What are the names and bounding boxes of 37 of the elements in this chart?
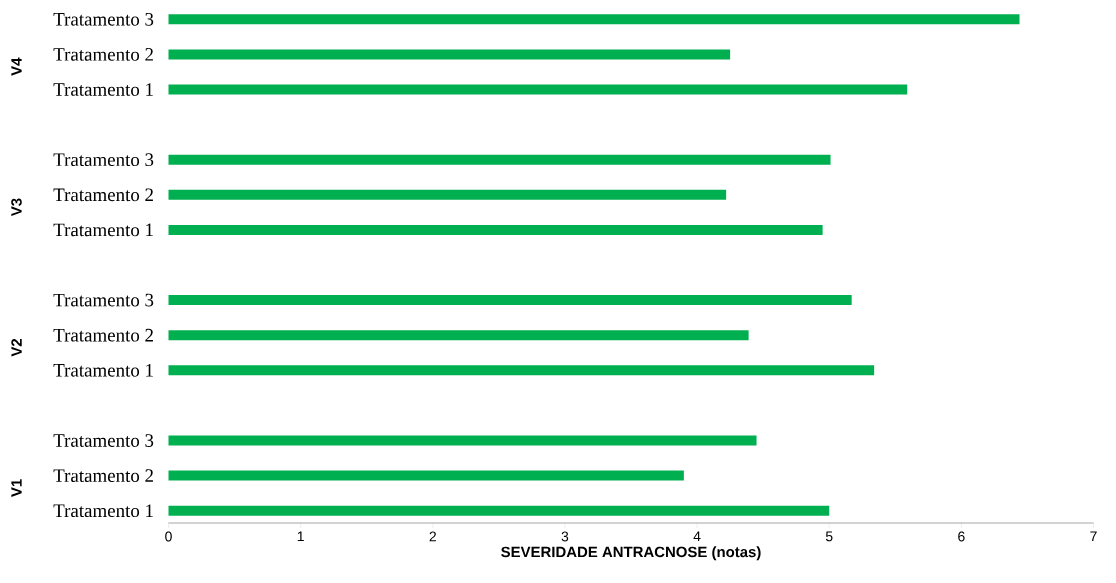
text: V4 — [11, 57, 22, 76]
y-tick-label: Tratamento 2 — [53, 188, 153, 202]
y-tick-label: Tratamento 3 — [53, 12, 154, 26]
bar — [168, 295, 852, 306]
bar — [168, 330, 749, 341]
y-tick-label: Tratamento 1 — [53, 223, 153, 237]
y-tick-label: Tratamento 1 — [53, 504, 153, 518]
y-tick-label: Tratamento 1 — [53, 83, 153, 96]
x-tick-label: 1 — [297, 531, 304, 542]
y-tick-label: Tratamento 3 — [53, 293, 154, 307]
x-tick-label: 7 — [1090, 531, 1097, 542]
x-tick-label: 4 — [693, 531, 701, 542]
y-tick-label: Tratamento 2 — [53, 328, 153, 342]
bar — [168, 14, 1020, 25]
bar — [168, 84, 908, 95]
bar — [168, 49, 731, 60]
text: V2 — [11, 338, 22, 357]
bar — [168, 435, 757, 446]
y-tick-label: Tratamento 2 — [53, 469, 153, 482]
x-axis-title: SEVERIDADE ANTRACNOSE (notas) — [501, 546, 761, 561]
bar — [168, 505, 830, 516]
text: V3 — [11, 198, 22, 217]
x-tick-label: 6 — [958, 531, 965, 542]
bar — [168, 365, 875, 376]
y-tick-label: Tratamento 2 — [53, 48, 153, 61]
x-tick-label: 2 — [429, 531, 436, 542]
bar — [168, 470, 684, 481]
text: V1 — [11, 479, 22, 497]
bar — [168, 154, 831, 165]
y-tick-label: Tratamento 3 — [53, 434, 154, 447]
x-tick-label: 0 — [165, 531, 172, 542]
bar — [168, 189, 727, 200]
y-tick-label: Tratamento 3 — [53, 153, 154, 167]
y-tick-label: Tratamento 1 — [53, 363, 153, 377]
x-tick-label: 5 — [825, 531, 833, 542]
x-tick-label: 3 — [561, 531, 569, 542]
bar — [168, 224, 823, 235]
